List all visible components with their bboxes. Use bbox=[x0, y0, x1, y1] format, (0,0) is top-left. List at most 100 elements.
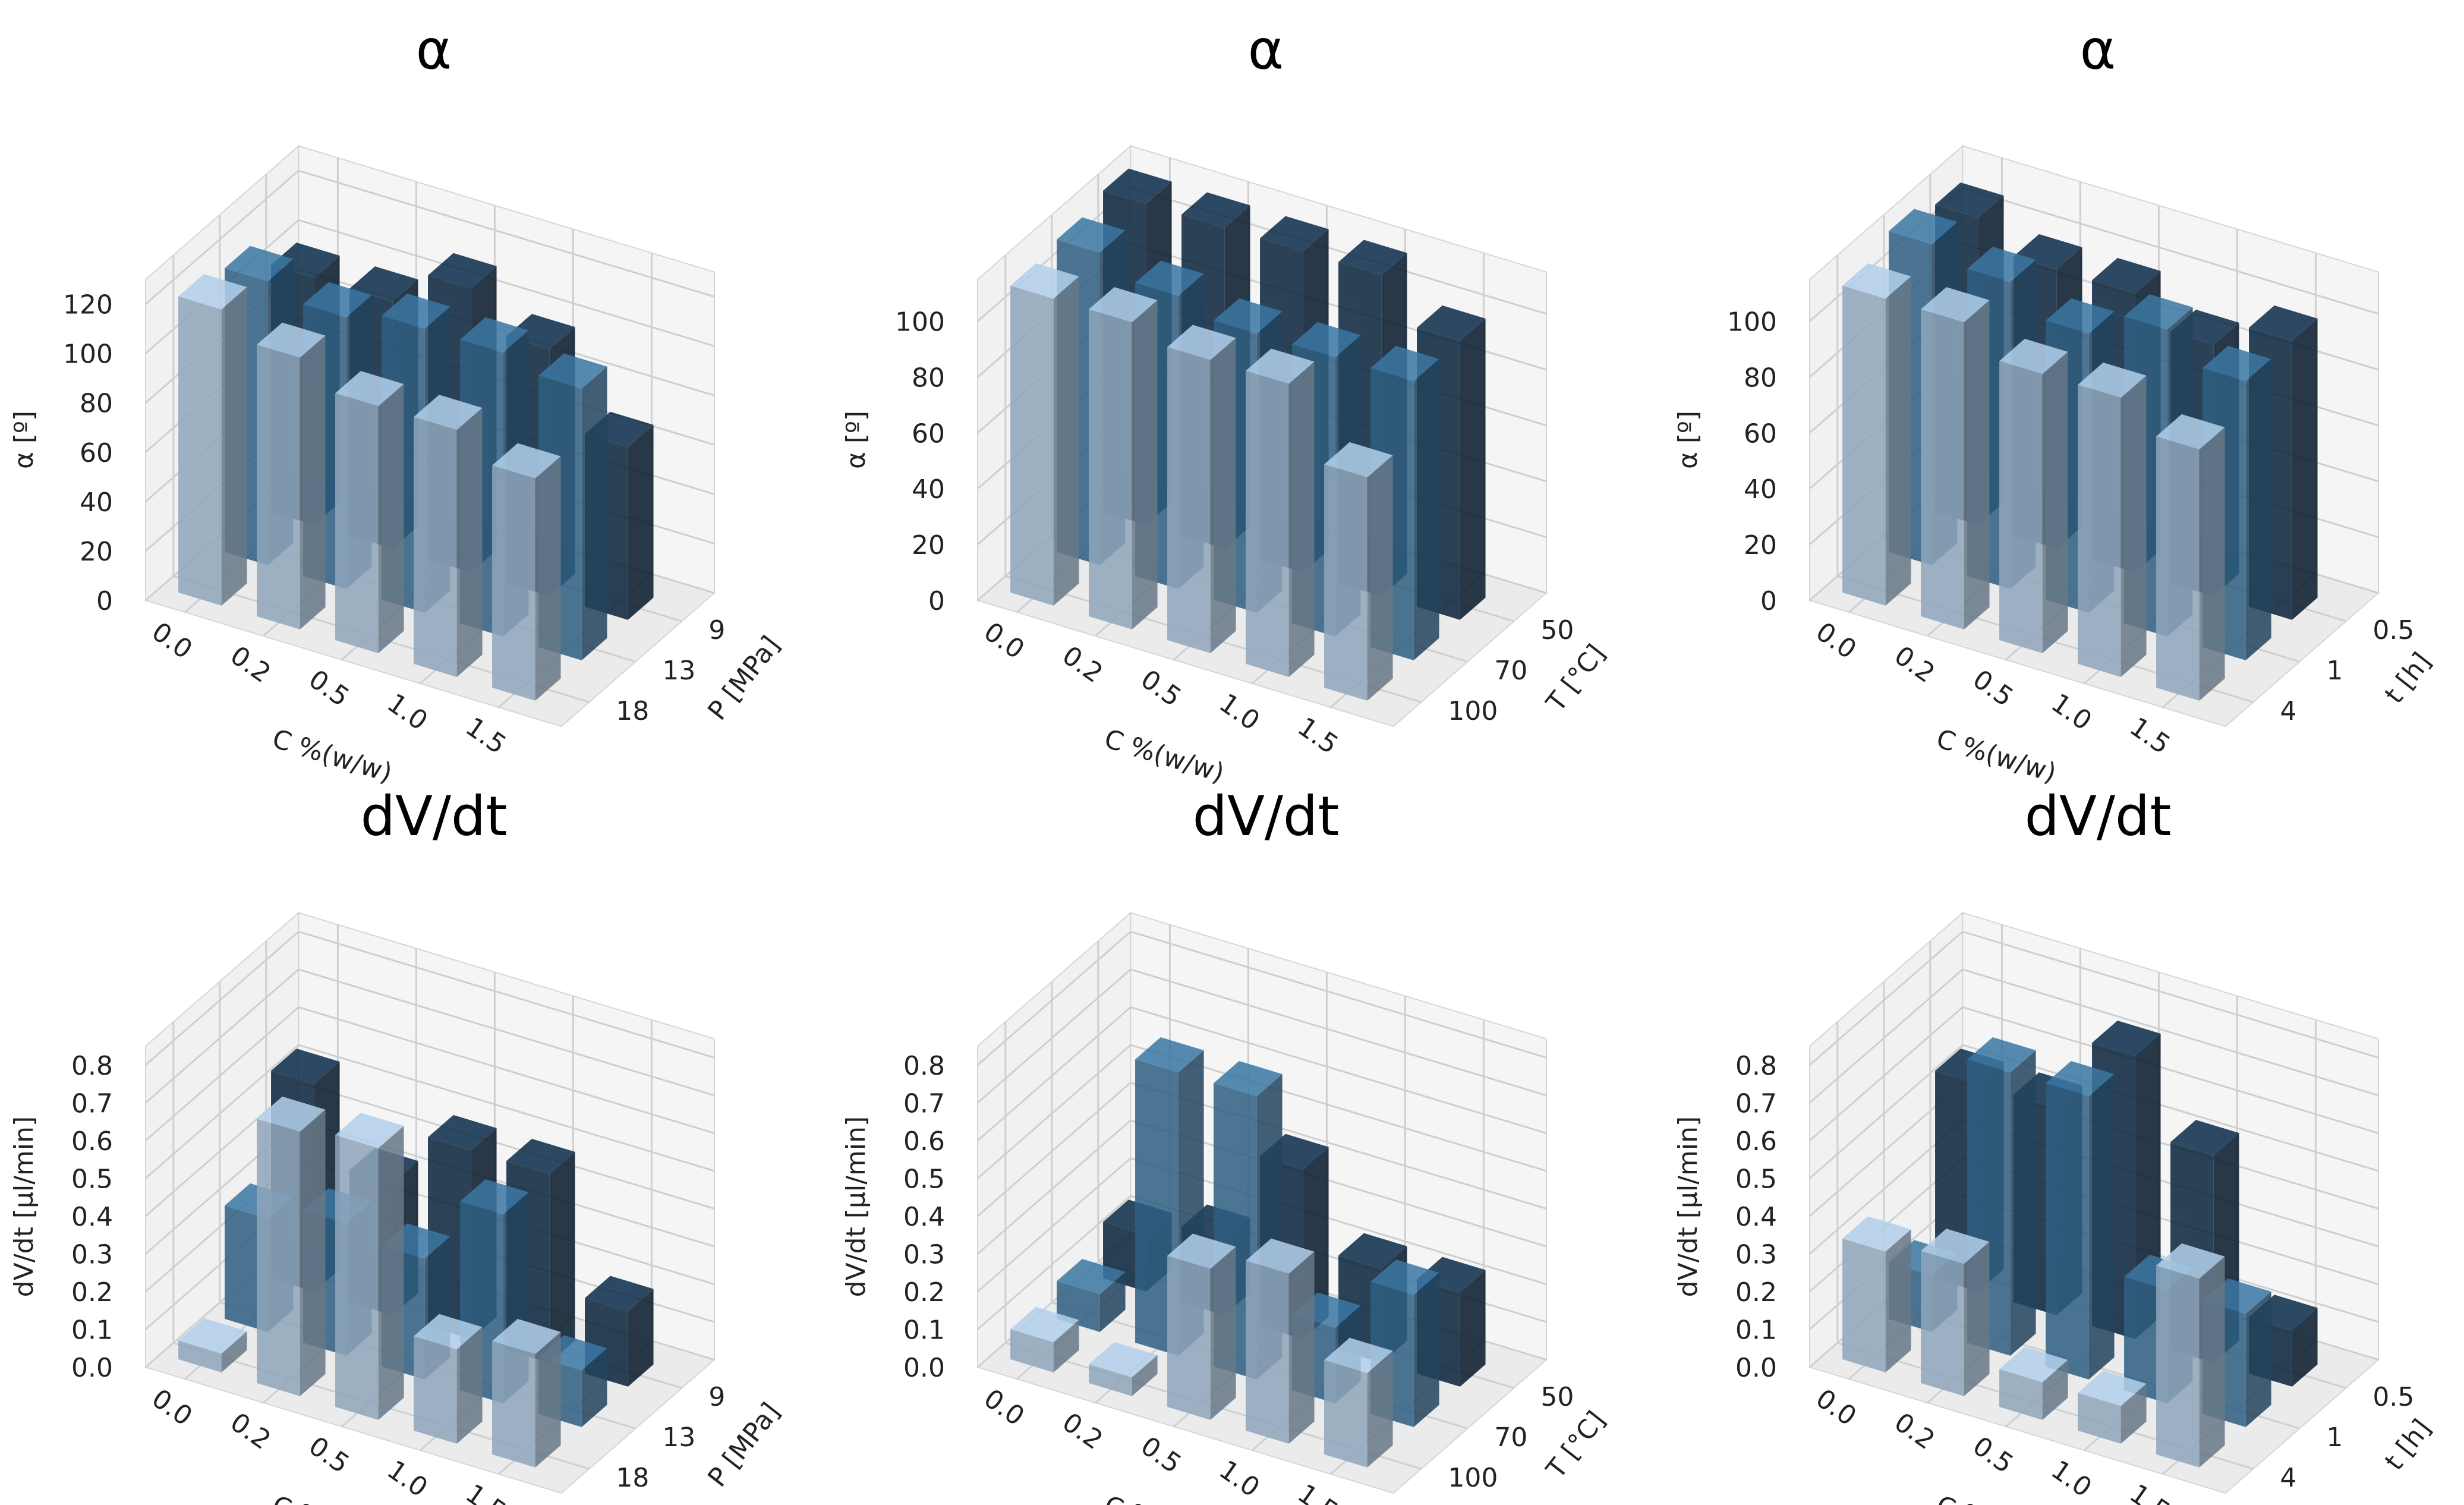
x-tick-label: 1.0 bbox=[2046, 1454, 2097, 1503]
z-tick-label: 60 bbox=[1744, 418, 1777, 449]
z-gridline bbox=[145, 169, 715, 305]
x-tick-label: 1.0 bbox=[382, 1454, 433, 1503]
y-axis-label: T [°C] bbox=[1540, 1406, 1612, 1485]
z-tick-label: 0.2 bbox=[1735, 1277, 1777, 1308]
x-tick-label: 0.0 bbox=[978, 616, 1030, 665]
z-axis-label: dV/dt [µl/min] bbox=[841, 1116, 871, 1297]
x-axis-label: C %(w/w) bbox=[269, 723, 395, 788]
x-tick-label: 1.0 bbox=[2046, 688, 2097, 736]
z-gridline bbox=[977, 1044, 1547, 1179]
x-tick-label: 0.2 bbox=[225, 1407, 276, 1456]
y-tick-label: 18 bbox=[616, 696, 649, 726]
x-axis-label: C %(w/w) bbox=[1101, 723, 1227, 788]
x-tick-label: 0.5 bbox=[303, 664, 355, 713]
z-tick-label: 0.2 bbox=[903, 1277, 945, 1308]
x-tick-label: 0.2 bbox=[1057, 640, 1108, 689]
x-axis-label: C %(w/w) bbox=[1933, 1490, 2059, 1505]
z-gridline bbox=[1809, 1006, 2379, 1141]
z-tick-label: 40 bbox=[912, 474, 945, 505]
y-tick-label: 18 bbox=[616, 1463, 649, 1493]
z-gridline bbox=[145, 1006, 715, 1141]
z-axis-label: α [º] bbox=[1673, 411, 1703, 469]
x-tick-label: 0.0 bbox=[1810, 1383, 1862, 1432]
x-tick-label: 0.2 bbox=[1889, 1407, 1940, 1456]
z-tick-label: 0.0 bbox=[903, 1353, 945, 1383]
z-gridline bbox=[977, 1006, 1547, 1141]
y-tick-label: 9 bbox=[708, 1382, 725, 1412]
z-tick-label: 0.1 bbox=[903, 1315, 945, 1345]
bar bbox=[1167, 325, 1236, 653]
bar bbox=[1842, 263, 1911, 606]
bar bbox=[2156, 414, 2225, 701]
z-gridline bbox=[977, 1157, 1547, 1293]
x-tick-label: 1.5 bbox=[460, 1478, 512, 1505]
bar bbox=[2156, 1243, 2225, 1468]
y-tick-label: 13 bbox=[662, 1422, 695, 1453]
x-tick-label: 1.0 bbox=[1214, 1454, 1265, 1503]
z-tick-label: 0.8 bbox=[1735, 1051, 1777, 1081]
z-tick-label: 0.0 bbox=[1735, 1353, 1777, 1383]
x-tick-label: 0.0 bbox=[1810, 616, 1862, 665]
x-tick-label: 0.5 bbox=[1135, 1431, 1187, 1479]
z-gridline bbox=[1809, 968, 2379, 1104]
bar bbox=[1999, 1346, 2068, 1420]
z-axis-label: dV/dt [µl/min] bbox=[1673, 1116, 1703, 1297]
chart-panel-6: 0.0 0.1 0.2 0.3 0.4 0.5 0.6 0.7 0.8 dV/dt [µl/min… bbox=[1673, 785, 2437, 1505]
chart-title: α bbox=[2080, 18, 2116, 81]
y-tick-label: 1 bbox=[2326, 1422, 2343, 1453]
z-axis-label: α [º] bbox=[9, 411, 39, 469]
z-tick-label: 20 bbox=[912, 530, 945, 561]
z-gridline bbox=[977, 968, 1547, 1104]
chart-panel-3: 0 20 40 60 80 100 α [º] 0.0 0.2 0.5 1.0 1.5 C %(w/w)… bbox=[1673, 18, 2437, 789]
y-tick-label: 9 bbox=[708, 615, 725, 646]
z-tick-label: 0.7 bbox=[1735, 1088, 1777, 1119]
z-tick-label: 80 bbox=[1744, 363, 1777, 393]
x-axis-label: C %(w/w) bbox=[1101, 1490, 1227, 1505]
z-tick-label: 0.2 bbox=[71, 1277, 113, 1308]
y-tick-label: 1 bbox=[2326, 656, 2343, 686]
bar bbox=[1010, 263, 1079, 606]
bar bbox=[1324, 1337, 1393, 1468]
chart-title: dV/dt bbox=[361, 785, 508, 848]
z-gridline bbox=[145, 930, 715, 1066]
z-tick-label: 0.8 bbox=[903, 1051, 945, 1081]
bar bbox=[178, 1318, 247, 1372]
z-tick-label: 0.3 bbox=[903, 1239, 945, 1270]
z-tick-label: 0.0 bbox=[71, 1353, 113, 1383]
chart-panel-4: 0.0 0.1 0.2 0.3 0.4 0.5 0.6 0.7 0.8 dV/dt [µl/min… bbox=[9, 785, 786, 1505]
chart-title: dV/dt bbox=[2025, 785, 2172, 848]
z-tick-label: 0.8 bbox=[71, 1051, 113, 1081]
chart-panel-1: 0 20 40 60 80 100 120 α [º] 0.0 0.2 0.5 1.0 1.5 C %(w… bbox=[9, 18, 786, 789]
z-axis-label: dV/dt [µl/min] bbox=[9, 1116, 39, 1297]
y-tick-label: 70 bbox=[1494, 1422, 1527, 1453]
bar bbox=[1057, 1258, 1126, 1332]
z-tick-label: 0.3 bbox=[1735, 1239, 1777, 1270]
bar bbox=[2078, 1370, 2147, 1444]
z-tick-label: 0.4 bbox=[71, 1202, 113, 1232]
z-tick-label: 0 bbox=[928, 586, 945, 616]
x-axis-label: C %(w/w) bbox=[269, 1490, 395, 1505]
y-axis-label: t [h] bbox=[2379, 647, 2437, 709]
chart-title: α bbox=[1248, 18, 1284, 81]
z-tick-label: 100 bbox=[63, 339, 113, 370]
y-tick-label: 13 bbox=[662, 656, 695, 686]
bar bbox=[257, 322, 326, 629]
x-tick-label: 0.5 bbox=[1967, 1431, 2019, 1479]
z-tick-label: 100 bbox=[895, 307, 945, 337]
bar bbox=[414, 1314, 483, 1444]
x-tick-label: 0.2 bbox=[1057, 1407, 1108, 1456]
z-tick-label: 0.4 bbox=[1735, 1202, 1777, 1232]
bar bbox=[1167, 1233, 1236, 1420]
z-tick-label: 0.5 bbox=[1735, 1164, 1777, 1194]
bar bbox=[2078, 362, 2147, 677]
chart-title: dV/dt bbox=[1193, 785, 1340, 848]
y-axis-label: T [°C] bbox=[1540, 639, 1612, 718]
bar bbox=[1246, 348, 1315, 677]
bar bbox=[1842, 1216, 1911, 1372]
z-gridline bbox=[145, 1044, 715, 1179]
y-tick-label: 70 bbox=[1494, 656, 1527, 686]
x-tick-label: 0.5 bbox=[303, 1431, 355, 1479]
y-tick-label: 100 bbox=[1448, 696, 1498, 726]
z-tick-label: 0.6 bbox=[1735, 1126, 1777, 1157]
